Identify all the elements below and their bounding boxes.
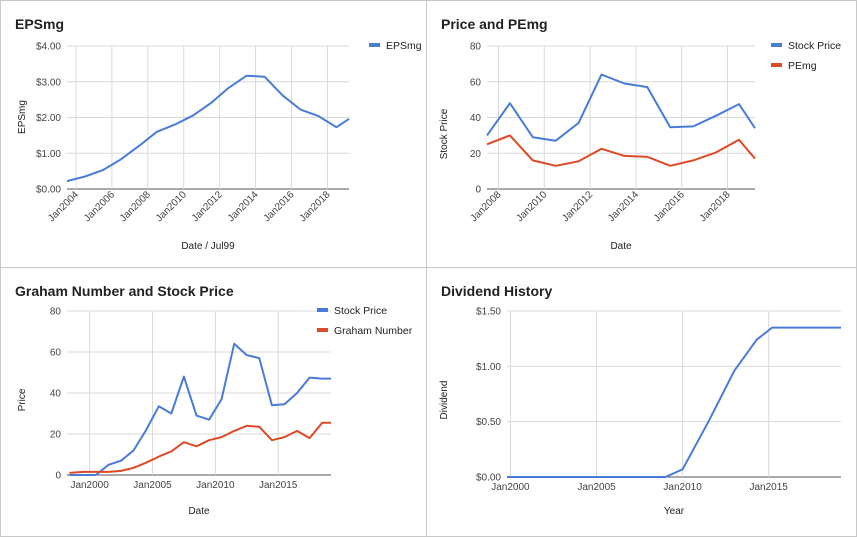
x-tick-label: Jan2008 [118,189,153,224]
legend-label: Stock Price [334,305,387,317]
y-tick-label: $0.00 [36,185,61,196]
x-axis-title: Date / Jul99 [181,241,235,252]
x-axis-title: Date [610,241,632,252]
x-tick-label: Jan2018 [298,189,333,224]
x-tick-label: Jan2018 [698,189,733,224]
x-tick-label: Jan2014 [606,189,641,224]
chart-price-and-pemg: Price and PEmg 0 20 40 60 80 Jan2008 Jan2010 Jan… [439,16,841,252]
y-axis-title: Price [17,388,28,411]
y-tick-label: $2.00 [36,113,61,124]
chart-title: Graham Number and Stock Price [15,283,234,299]
y-tick-label: 60 [50,348,62,359]
legend-swatch [317,308,328,312]
y-tick-label: 20 [50,430,62,441]
series-line-dividend [507,326,841,478]
chart-panel-dividend: Dividend History $0.00 $0.50 $1.00 $1.50 Jan2… [426,267,857,537]
legend-swatch [771,43,782,47]
y-tick-label: $0.50 [476,417,501,428]
legend-label: Graham Number [334,325,413,337]
series-line-pemg [486,134,756,167]
legend-swatch [771,63,782,67]
x-tick-label: Jan2005 [133,480,172,491]
y-tick-label: $1.00 [476,362,501,373]
x-tick-label: Jan2016 [262,189,297,224]
y-tick-label: 0 [475,185,481,196]
chart-panel-epsmg: EPSmg $0.00 $1.00 $2.00 $3.00 $4.00 Jan2004 Jan… [0,0,427,268]
x-axis-title: Date [188,506,210,517]
legend-swatch [317,328,328,332]
x-tick-label: Jan2006 [82,189,117,224]
y-tick-label: $1.50 [476,307,501,318]
x-tick-label: Jan2012 [190,189,225,224]
x-tick-label: Jan2010 [663,482,702,493]
chart-panel-graham: Graham Number and Stock Price 0 20 40 60 80 Ja… [0,267,427,537]
x-tick-label: Jan2016 [652,189,687,224]
x-tick-label: Jan2010 [196,480,235,491]
x-tick-label: Jan2014 [226,189,261,224]
series-line-stock-price [486,73,756,142]
x-tick-label: Jan2015 [259,480,298,491]
y-axis-title: EPSmg [17,100,28,134]
y-axis-title: Stock Price [439,108,450,159]
x-tick-label: Jan2000 [491,482,530,493]
y-tick-label: 0 [55,471,61,482]
y-tick-label: $3.00 [36,77,61,88]
y-tick-label: 80 [50,307,62,318]
series-line-stock-price [69,342,331,476]
chart-panel-price-pemg: Price and PEmg 0 20 40 60 80 Jan2008 Jan2010 Jan… [426,0,857,268]
x-tick-label: Jan2010 [514,189,549,224]
x-tick-label: Jan2010 [154,189,189,224]
x-tick-label: Jan2000 [70,480,109,491]
legend-label: PEmg [788,60,817,72]
x-tick-label: Jan2008 [469,189,504,224]
y-tick-label: 40 [50,389,62,400]
x-tick-label: Jan2012 [560,189,595,224]
y-tick-label: $1.00 [36,149,61,160]
y-tick-label: 80 [470,42,482,53]
x-tick-label: Jan2005 [577,482,616,493]
series-line-epsmg [66,74,350,183]
y-tick-label: 20 [470,149,482,160]
y-tick-label: 60 [470,77,482,88]
y-tick-label: $4.00 [36,42,61,53]
legend-swatch [369,43,380,47]
legend-label: EPSmg [386,40,422,52]
chart-title: Dividend History [441,283,552,299]
series-line-graham-number [69,421,331,474]
chart-title: Price and PEmg [441,16,548,32]
y-tick-label: 40 [470,113,482,124]
chart-title: EPSmg [15,16,64,32]
legend-label: Stock Price [788,40,841,52]
x-tick-label: Jan2015 [750,482,789,493]
y-axis-title: Dividend [439,381,450,420]
chart-dividend-history: Dividend History $0.00 $0.50 $1.00 $1.50 Jan2… [439,283,841,517]
x-axis-title: Year [664,506,685,517]
y-tick-label: $0.00 [476,473,501,484]
chart-graham-number: Graham Number and Stock Price 0 20 40 60 80 Ja… [15,283,413,517]
